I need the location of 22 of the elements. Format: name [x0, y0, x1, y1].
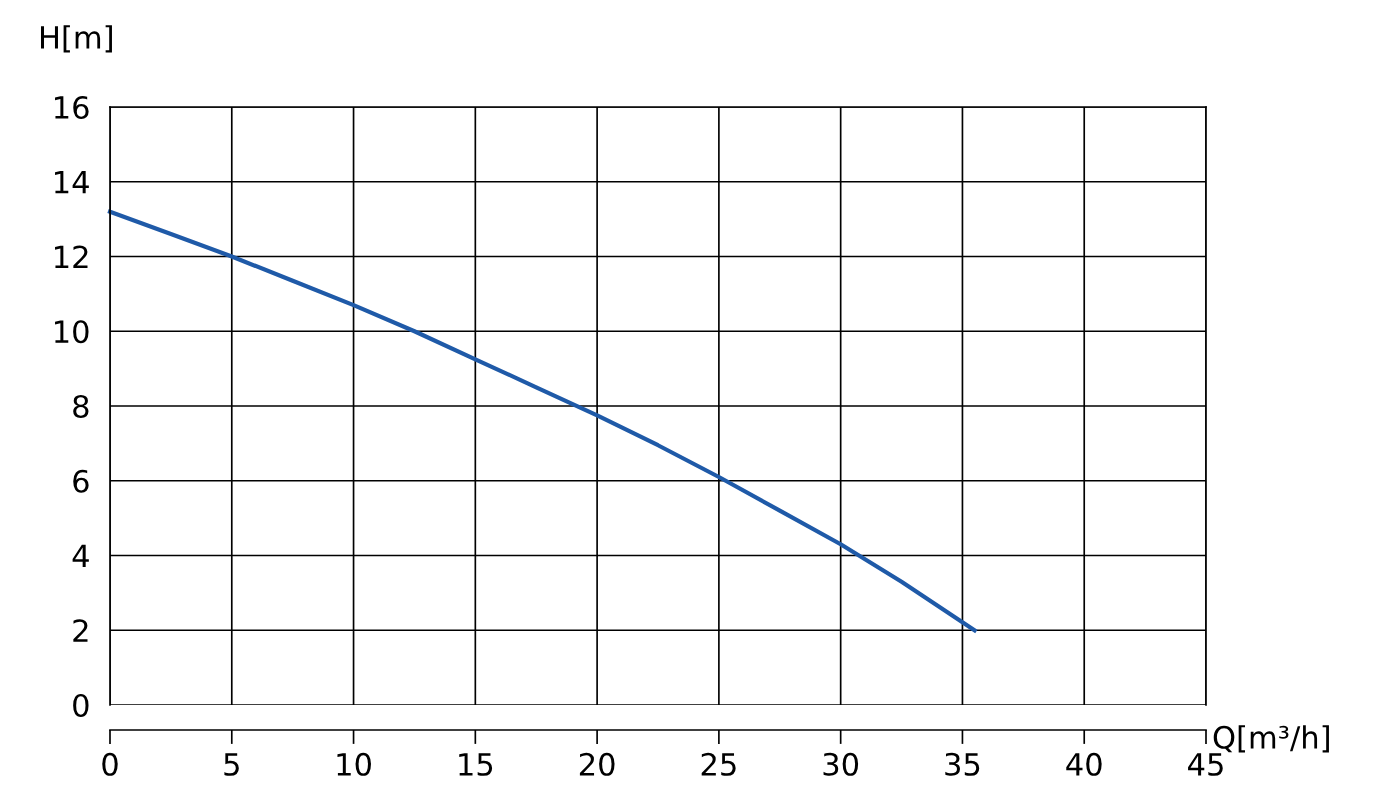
- y-tick-label: 10: [55, 320, 89, 344]
- x-tick-label: 30: [823, 752, 859, 776]
- x-axis-title: Q[m³/h]: [1213, 725, 1329, 753]
- line-series: [107, 209, 977, 633]
- y-tick-label: 16: [55, 95, 89, 120]
- x-tick-label: 10: [337, 752, 371, 776]
- y-tick-label: 8: [73, 394, 89, 419]
- x-tick-label: 25: [701, 752, 736, 776]
- x-tick-label: 0: [102, 752, 118, 776]
- y-tick-label: 0: [73, 693, 89, 718]
- x-tick-label: 45: [1188, 753, 1223, 776]
- x-tick-label: 15: [459, 753, 493, 776]
- y-tick-label: 2: [73, 619, 88, 642]
- y-tick-label: 6: [73, 469, 89, 493]
- y-axis-title: H[m]: [41, 25, 112, 53]
- x-tick-label: 20: [579, 752, 615, 776]
- x-tick-label: 40: [1066, 752, 1102, 776]
- x-tick-label: 5: [224, 753, 239, 776]
- x-tick-label: 35: [945, 752, 980, 776]
- y-tick-label: 4: [72, 544, 89, 568]
- y-tick-label: 14: [55, 171, 89, 194]
- y-tick-label: 12: [55, 245, 88, 269]
